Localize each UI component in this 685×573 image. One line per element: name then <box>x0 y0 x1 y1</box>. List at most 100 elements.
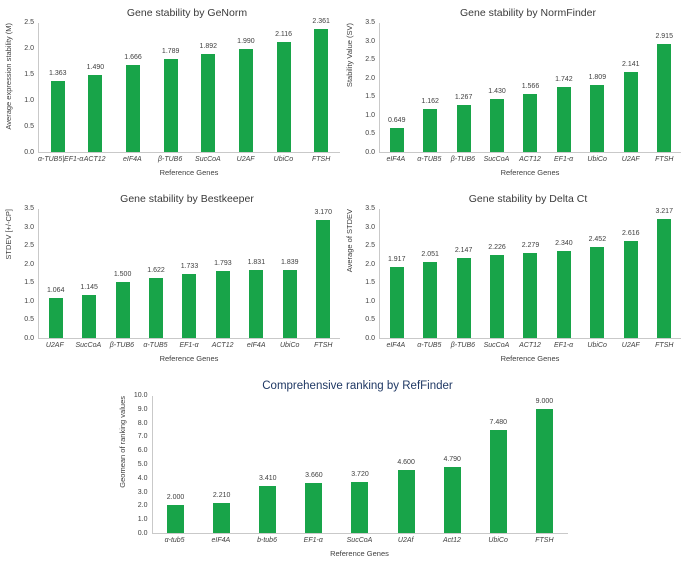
bar-column: 1.162 <box>413 98 446 152</box>
chart-reffinder: Comprehensive ranking by RefFinder Geome… <box>118 374 568 570</box>
bar-column: 4.790 <box>429 456 475 533</box>
bar-value-label: 9.000 <box>535 397 554 405</box>
plot-area: 2.000 2.210 3.410 3.660 3.720 4.600 4.790 7.480… <box>151 396 568 534</box>
bar <box>556 251 571 338</box>
x-category-label: b-tub6 <box>257 537 277 544</box>
x-category-label: U2AF <box>621 342 640 349</box>
bar <box>523 93 538 152</box>
bar-value-label: 2.616 <box>622 229 640 237</box>
bar-column: 1.267 <box>447 94 480 152</box>
x-category-label: FTSH <box>314 342 333 349</box>
bar-column: 1.666 <box>114 54 152 152</box>
bar-value-label: 1.742 <box>555 76 573 84</box>
bar <box>489 429 507 533</box>
bar-column: 3.410 <box>245 475 291 533</box>
x-category-label: α-TUB5 <box>417 342 442 349</box>
bar-column: 2.361 <box>302 18 340 152</box>
x-category-label: ACT12 <box>519 156 541 163</box>
y-tick-label: 0.0 <box>365 149 375 156</box>
y-tick-label: 0.0 <box>365 335 375 342</box>
bar-column: 2.279 <box>514 242 547 338</box>
bar-column: 7.480 <box>475 419 521 533</box>
y-tick-label: 1.5 <box>24 71 34 78</box>
x-category-labels: α-tub5 eIF4A b-tub6 EF1-α SucCoA U2Af Act12 Ubi… <box>152 537 568 544</box>
figure-row-middle: Gene stability by Bestkeeper STDEV [+/-C… <box>4 188 681 374</box>
bar-value-label: 0.649 <box>387 116 406 124</box>
bar-value-label: 4.790 <box>443 455 461 463</box>
bar-value-label: 2.361 <box>312 18 330 26</box>
bar-column: 2.116 <box>265 31 303 152</box>
x-category-label: FTSH <box>311 156 331 163</box>
bar <box>456 104 471 152</box>
bar <box>201 53 216 152</box>
bar-value-label: 2.340 <box>555 240 573 248</box>
bar-column: 3.660 <box>291 471 337 533</box>
bar <box>490 255 505 338</box>
bar-value-label: 1.064 <box>46 287 65 295</box>
bar-column: 2.051 <box>413 251 446 338</box>
bar-value-label: 2.226 <box>488 244 506 252</box>
chart-genorm: Gene stability by GeNorm Average express… <box>4 2 340 188</box>
x-category-label: ACT12 <box>211 342 234 349</box>
y-axis-tick-labels: 0.0 0.5 1.0 1.5 2.0 2.5 <box>16 19 38 156</box>
y-tick-label: 3.0 <box>137 488 148 496</box>
y-tick-label: 2.5 <box>365 242 375 250</box>
y-tick-label: 6.0 <box>137 447 148 455</box>
bar <box>657 218 672 338</box>
bar-column: 1.809 <box>581 74 614 152</box>
y-tick-label: 2.0 <box>365 260 375 268</box>
bar-column: 1.892 <box>190 43 228 152</box>
x-category-label: eIF4A <box>246 342 266 349</box>
x-category-label: UbiCo <box>273 156 294 163</box>
bar-value-label: 1.789 <box>161 47 180 55</box>
bar <box>167 505 185 533</box>
x-category-label: Act12 <box>442 537 461 544</box>
y-axis-tick-labels: 0.0 0.5 1.0 1.5 2.0 2.5 3.0 3.5 <box>357 19 379 156</box>
y-tick-label: 8.0 <box>137 419 148 427</box>
y-tick-label: 9.0 <box>137 405 148 413</box>
bar-value-label: 1.490 <box>86 63 105 71</box>
y-tick-label: 1.0 <box>365 297 375 305</box>
x-category-label: ACT12 <box>519 342 541 349</box>
bar-column: 1.500 <box>106 271 139 338</box>
bar-column: 1.566 <box>514 83 547 152</box>
y-tick-label: 2.0 <box>24 260 34 268</box>
bar <box>623 240 638 338</box>
x-category-label: β-TUB6 <box>109 342 135 349</box>
bar-value-label: 3.660 <box>305 471 323 479</box>
bar-column: 1.742 <box>547 76 580 152</box>
bar-column: 2.452 <box>581 236 614 338</box>
x-category-label: eIF4A <box>386 342 406 349</box>
bar-column: 1.917 <box>380 256 413 338</box>
bar-column: 1.990 <box>227 38 265 152</box>
bar-column: 1.831 <box>240 259 273 338</box>
bar-value-label: 1.990 <box>237 37 255 45</box>
bar-value-label: 1.892 <box>199 42 218 50</box>
x-category-label: ACT12 <box>83 156 106 163</box>
x-category-label: α-tub5 <box>164 537 185 544</box>
x-category-label: eIF4A <box>211 537 231 544</box>
plot-area: 1.064 1.145 1.500 1.622 1.733 1.793 1.831 1.839… <box>38 209 340 339</box>
bar-column: 1.490 <box>77 64 115 152</box>
y-tick-label: 0.5 <box>365 316 375 324</box>
bar-column: 1.145 <box>72 284 105 338</box>
bar-value-label: 1.809 <box>588 73 607 81</box>
bar-value-label: 1.666 <box>124 54 142 62</box>
bar <box>590 246 605 338</box>
bar <box>657 43 672 152</box>
bar-column: 3.720 <box>337 471 383 533</box>
x-category-label: UbiCo <box>279 342 300 349</box>
bar <box>490 98 505 152</box>
x-category-label: EF1-α <box>554 342 574 349</box>
y-axis-title: Geomean of ranking values <box>117 396 127 488</box>
bar-value-label: 1.839 <box>281 258 299 266</box>
bar-value-label: 2.000 <box>166 494 185 502</box>
bar <box>182 273 197 338</box>
bar-value-label: 1.500 <box>113 271 132 279</box>
bar-column: 9.000 <box>521 398 567 533</box>
bar <box>423 261 438 338</box>
y-axis-title: Average of STDEV <box>345 209 354 273</box>
x-category-label: FTSH <box>535 537 554 544</box>
y-tick-label: 1.5 <box>365 93 375 101</box>
bar-column: 3.217 <box>648 208 681 338</box>
